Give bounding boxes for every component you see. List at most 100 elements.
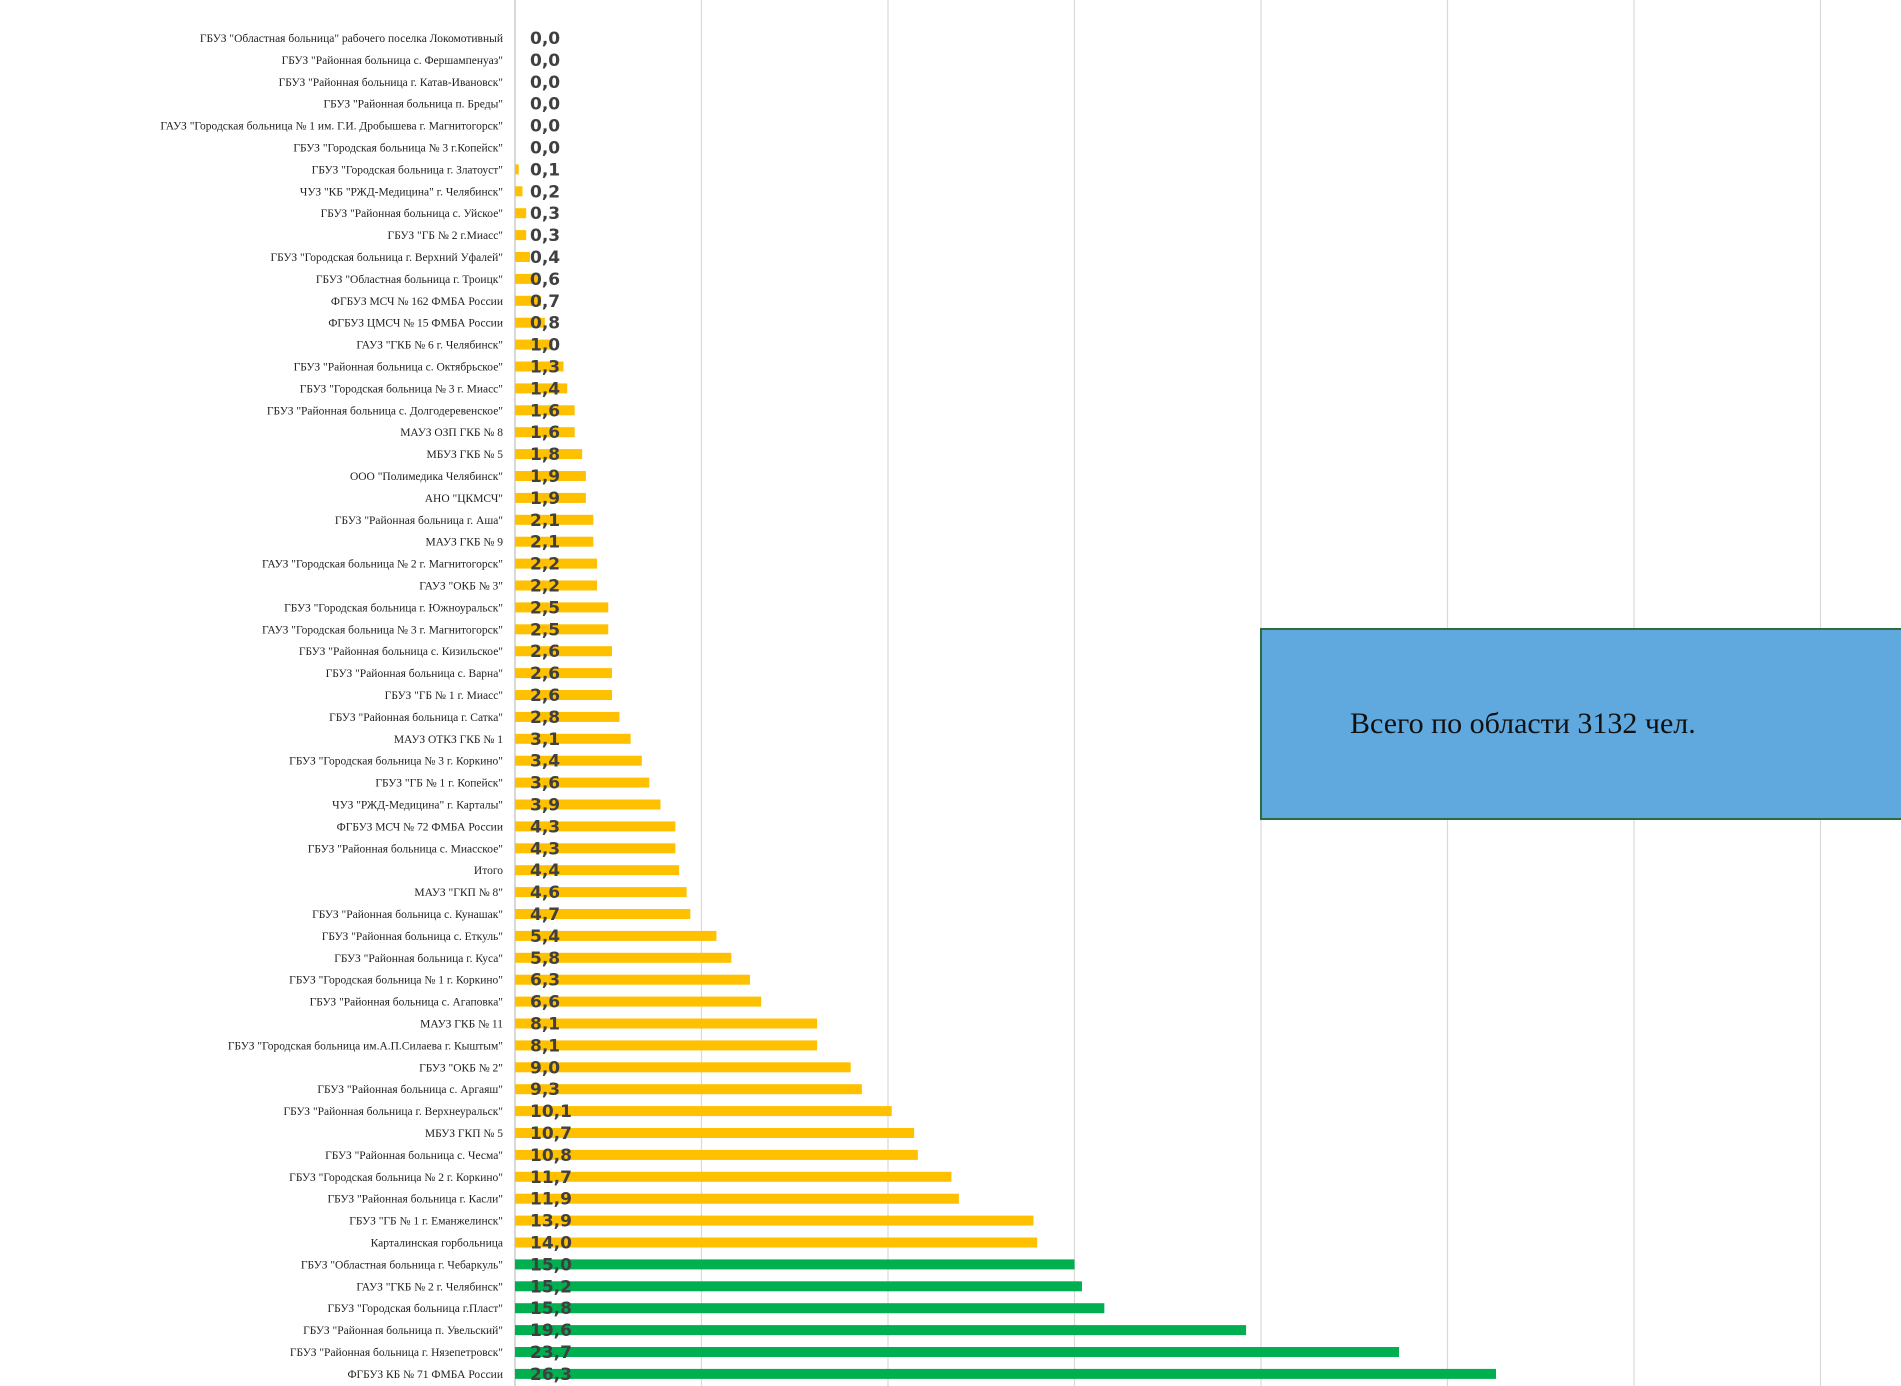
- data-label: 9,0: [530, 1058, 560, 1078]
- bar: [515, 317, 545, 328]
- data-label: 15,0: [530, 1255, 572, 1275]
- bar: [515, 1062, 851, 1073]
- data-label: 0,0: [530, 29, 560, 49]
- bar: [515, 711, 620, 722]
- data-label: 6,3: [530, 971, 560, 991]
- bar: [515, 558, 598, 569]
- bar: [515, 952, 732, 963]
- data-label: 0,0: [530, 117, 560, 137]
- data-label: 15,8: [530, 1299, 572, 1319]
- category-label: ГБУЗ "Районная больница с. Агаповка": [310, 997, 503, 1009]
- bar: [515, 1018, 818, 1029]
- data-label: 0,3: [530, 226, 560, 246]
- data-label: 1,6: [530, 401, 560, 421]
- data-label: 9,3: [530, 1080, 560, 1100]
- category-label: ГБУЗ "Районная больница г. Куса": [334, 953, 503, 965]
- category-label: МАУЗ ГКБ № 11: [420, 1019, 503, 1031]
- bar: [515, 536, 594, 547]
- category-label: МАУЗ ОТКЗ ГКБ № 1: [394, 734, 503, 746]
- bar: [515, 624, 609, 635]
- category-label: ГАУЗ "Городская больница № 2 г. Магнитог…: [262, 559, 503, 571]
- category-label: ГБУЗ "Городская больница г. Южноуральск": [284, 602, 503, 614]
- category-label: ГБУЗ "ГБ № 2 г.Миасс": [388, 230, 503, 242]
- bar: [515, 514, 594, 525]
- bar: [515, 974, 750, 985]
- category-label: ГБУЗ "Районная больница г. Сатка": [329, 712, 503, 724]
- bar: [515, 930, 717, 941]
- bar: [515, 733, 631, 744]
- data-label: 0,0: [530, 73, 560, 93]
- data-label: 8,1: [530, 1036, 560, 1056]
- data-label: 0,1: [530, 160, 560, 180]
- data-label: 5,8: [530, 949, 560, 969]
- bar: [515, 887, 687, 898]
- data-label: 5,4: [530, 927, 560, 947]
- data-label: 26,3: [530, 1365, 572, 1385]
- category-label: ФГБУЗ МСЧ № 162 ФМБА России: [331, 296, 503, 308]
- bar: [515, 1368, 1496, 1379]
- category-label: ГАУЗ "ОКБ № 3": [419, 581, 503, 593]
- data-label: 4,3: [530, 839, 560, 859]
- data-label: 0,3: [530, 204, 560, 224]
- category-label: ФГБУЗ МСЧ № 72 ФМБА России: [337, 821, 503, 833]
- category-label: ГАУЗ "ГКБ № 2 г. Челябинск": [356, 1281, 503, 1293]
- data-label: 0,8: [530, 314, 560, 334]
- data-label: 15,2: [530, 1277, 572, 1297]
- category-label: ГБУЗ "Районная больница г. Нязепетровск": [290, 1347, 503, 1359]
- category-label: ГБУЗ "Городская больница № 1 г. Коркино": [289, 975, 503, 987]
- category-label: МАУЗ ГКБ № 9: [425, 537, 503, 549]
- data-label: 2,6: [530, 664, 560, 684]
- data-label: 23,7: [530, 1343, 572, 1363]
- bar: [515, 909, 691, 919]
- category-label: ООО "Полимедика Челябинск": [350, 471, 503, 483]
- bar: [515, 1128, 915, 1138]
- total-callout-text: Всего по области 3132 чел.: [1350, 707, 1696, 740]
- bar: [515, 668, 612, 679]
- bar: [515, 646, 612, 657]
- category-label: ГБУЗ "Районная больница с. Миасское": [308, 843, 503, 855]
- bar: [515, 471, 586, 481]
- data-label: 3,1: [530, 730, 560, 750]
- bar: [515, 405, 575, 416]
- category-label: ГБУЗ "Городская больница г. Верхний Уфал…: [270, 252, 503, 264]
- data-label: 1,0: [530, 336, 560, 356]
- bar: [515, 383, 568, 394]
- data-label: 3,4: [530, 752, 560, 772]
- bar: [515, 580, 598, 591]
- bar: [515, 865, 680, 876]
- data-label: 11,9: [530, 1190, 572, 1210]
- bar: [515, 186, 523, 197]
- data-label: 0,6: [530, 270, 560, 290]
- data-label: 0,7: [530, 292, 560, 312]
- data-label: 0,0: [530, 139, 560, 159]
- data-label: 1,9: [530, 467, 560, 487]
- bar: [515, 1215, 1034, 1226]
- data-label: 4,6: [530, 883, 560, 903]
- category-label: ГАУЗ "ГКБ № 6 г. Челябинск": [356, 340, 503, 352]
- category-label: ГБУЗ "ГБ № 1 г. Копейск": [375, 778, 503, 790]
- bar: [515, 1237, 1038, 1248]
- category-label: ГБУЗ "Районная больница с. Чесма": [325, 1150, 503, 1162]
- data-label: 2,1: [530, 511, 560, 531]
- category-label: ГБУЗ "Районная больница п. Бреды": [323, 99, 503, 111]
- category-label: ЧУЗ "РЖД-Медицина" г. Карталы": [332, 800, 503, 812]
- data-label: 13,9: [530, 1212, 572, 1232]
- data-label: 0,4: [530, 248, 560, 268]
- category-label: ГБУЗ "Районная больница с. Кизильское": [299, 646, 503, 658]
- category-labels: ГБУЗ "Областная больница" рабочего посел…: [160, 33, 504, 1381]
- category-label: МБУЗ ГКБ № 5: [427, 449, 504, 461]
- data-label: 2,2: [530, 577, 560, 597]
- data-label: 4,7: [530, 905, 560, 925]
- bar: [515, 361, 564, 372]
- category-label: Карталинская горбольница: [371, 1238, 503, 1250]
- bar: [515, 1106, 892, 1117]
- bar: [515, 1325, 1247, 1336]
- data-label: 1,9: [530, 489, 560, 509]
- category-label: Итого: [474, 865, 503, 877]
- data-label: 0,0: [530, 51, 560, 71]
- data-label: 10,1: [530, 1102, 572, 1122]
- category-label: ГБУЗ "Районная больница г. Верхнеуральск…: [283, 1106, 503, 1118]
- bar: [515, 339, 553, 350]
- data-label: 11,7: [530, 1168, 572, 1188]
